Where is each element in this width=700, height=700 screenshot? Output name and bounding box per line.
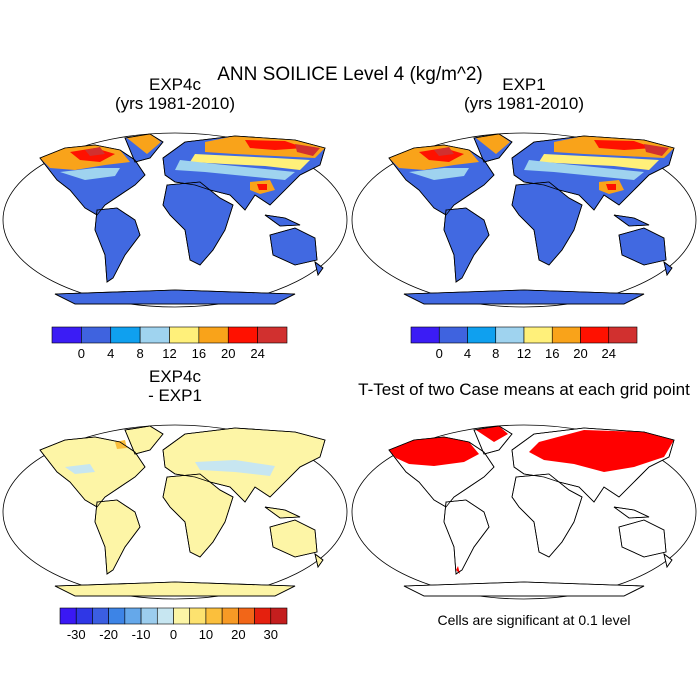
colorbar-box [254, 607, 272, 625]
colorbar-box [198, 326, 229, 344]
colorbar: 0 4 8 12 16 20 24 [51, 326, 288, 361]
panels: EXP4c(yrs 1981-2010)EXP1(yrs 1981-2010)E… [2, 75, 697, 600]
colorbar-box [270, 607, 288, 625]
colorbar-tick-label: 0 [170, 627, 177, 642]
panel-title: EXP4c [149, 367, 201, 386]
colorbar-box [238, 607, 255, 625]
colorbar-box [108, 607, 126, 625]
colorbar-box [580, 326, 610, 344]
colorbar-tick-label: 20 [231, 627, 245, 642]
colorbar-box [59, 607, 77, 625]
colorbar-box [140, 607, 158, 625]
significant-cells [476, 426, 508, 442]
colorbar-box [410, 326, 440, 344]
colorbar-tick-label: 24 [250, 346, 264, 361]
colorbar-tick-label: 12 [162, 346, 176, 361]
difference-patch [65, 464, 95, 474]
colorbar-tick-label: 12 [517, 346, 531, 361]
colorbar: -30 -20 -10 0 10 20 30 [59, 607, 288, 642]
figure-title: ANN SOILICE Level 4 (kg/m^2) [217, 64, 483, 85]
colorbar-box [81, 326, 112, 344]
colorbar-box [189, 607, 207, 625]
colorbar-box [169, 326, 200, 344]
colorbar-tick-label: 24 [602, 346, 616, 361]
colorbar-box [551, 326, 581, 344]
map-panel: EXP1(yrs 1981-2010) [351, 75, 697, 308]
colorbar-tick-label: 0 [436, 346, 443, 361]
colorbar-tick-label: 10 [199, 627, 213, 642]
map-panel: EXP4c(yrs 1981-2010) [2, 75, 348, 308]
colorbar-tick-label: 30 [264, 627, 278, 642]
colorbar-box [523, 326, 553, 344]
colorbar-tick-label: 20 [221, 346, 235, 361]
significant-cells [529, 430, 674, 472]
colorbar: 0 4 8 12 16 20 24 [410, 326, 638, 361]
map-panel: T-Test of two Case means at each grid po… [351, 380, 697, 600]
panel-title: T-Test of two Case means at each grid po… [358, 380, 690, 399]
colorbar-tick-label: 4 [464, 346, 471, 361]
significance-note: Cells are significant at 0.1 level [438, 612, 631, 628]
panel-title: (yrs 1981-2010) [115, 94, 235, 113]
panel-title: EXP4c [149, 75, 201, 94]
colorbar-box [495, 326, 525, 344]
colorbar-box [139, 326, 170, 344]
colorbar-tick-label: 8 [492, 346, 499, 361]
significant-cells [389, 437, 479, 466]
panel-title: (yrs 1981-2010) [464, 94, 584, 113]
panel-title: - EXP1 [148, 386, 202, 405]
panel-title: EXP1 [502, 75, 545, 94]
colorbar-box [467, 326, 497, 344]
colorbar-box [110, 326, 141, 344]
colorbar-tick-label: 0 [78, 346, 85, 361]
colorbar-tick-label: 16 [545, 346, 559, 361]
colorbar-box [51, 326, 82, 344]
colorbar-box [124, 607, 142, 625]
colorbar-tick-label: -30 [67, 627, 86, 642]
colorbar-box [608, 326, 638, 344]
colorbar-box [156, 607, 174, 625]
colorbar-box [92, 607, 109, 625]
colorbar-box [227, 326, 258, 344]
colorbar-box [173, 607, 191, 625]
colorbar-tick-label: 4 [107, 346, 114, 361]
colorbar-box [75, 607, 93, 625]
colorbar-box [221, 607, 239, 625]
colorbar-box [257, 326, 288, 344]
map-panel: EXP4c- EXP1 [2, 367, 348, 600]
colorbar-box [438, 326, 468, 344]
colorbar-tick-label: 16 [192, 346, 206, 361]
colorbar-tick-label: 20 [573, 346, 587, 361]
continents [39, 425, 326, 597]
colorbars: 0 4 8 12 16 20 24 0 4 8 12 16 20 24 -30 -20 -10 0 10 20 30 [51, 326, 638, 642]
colorbar-box [205, 607, 223, 625]
difference-patch [115, 440, 127, 449]
continents [388, 425, 675, 597]
colorbar-tick-label: -10 [132, 627, 151, 642]
difference-patch [195, 460, 275, 476]
colorbar-tick-label: 8 [137, 346, 144, 361]
colorbar-tick-label: -20 [99, 627, 118, 642]
